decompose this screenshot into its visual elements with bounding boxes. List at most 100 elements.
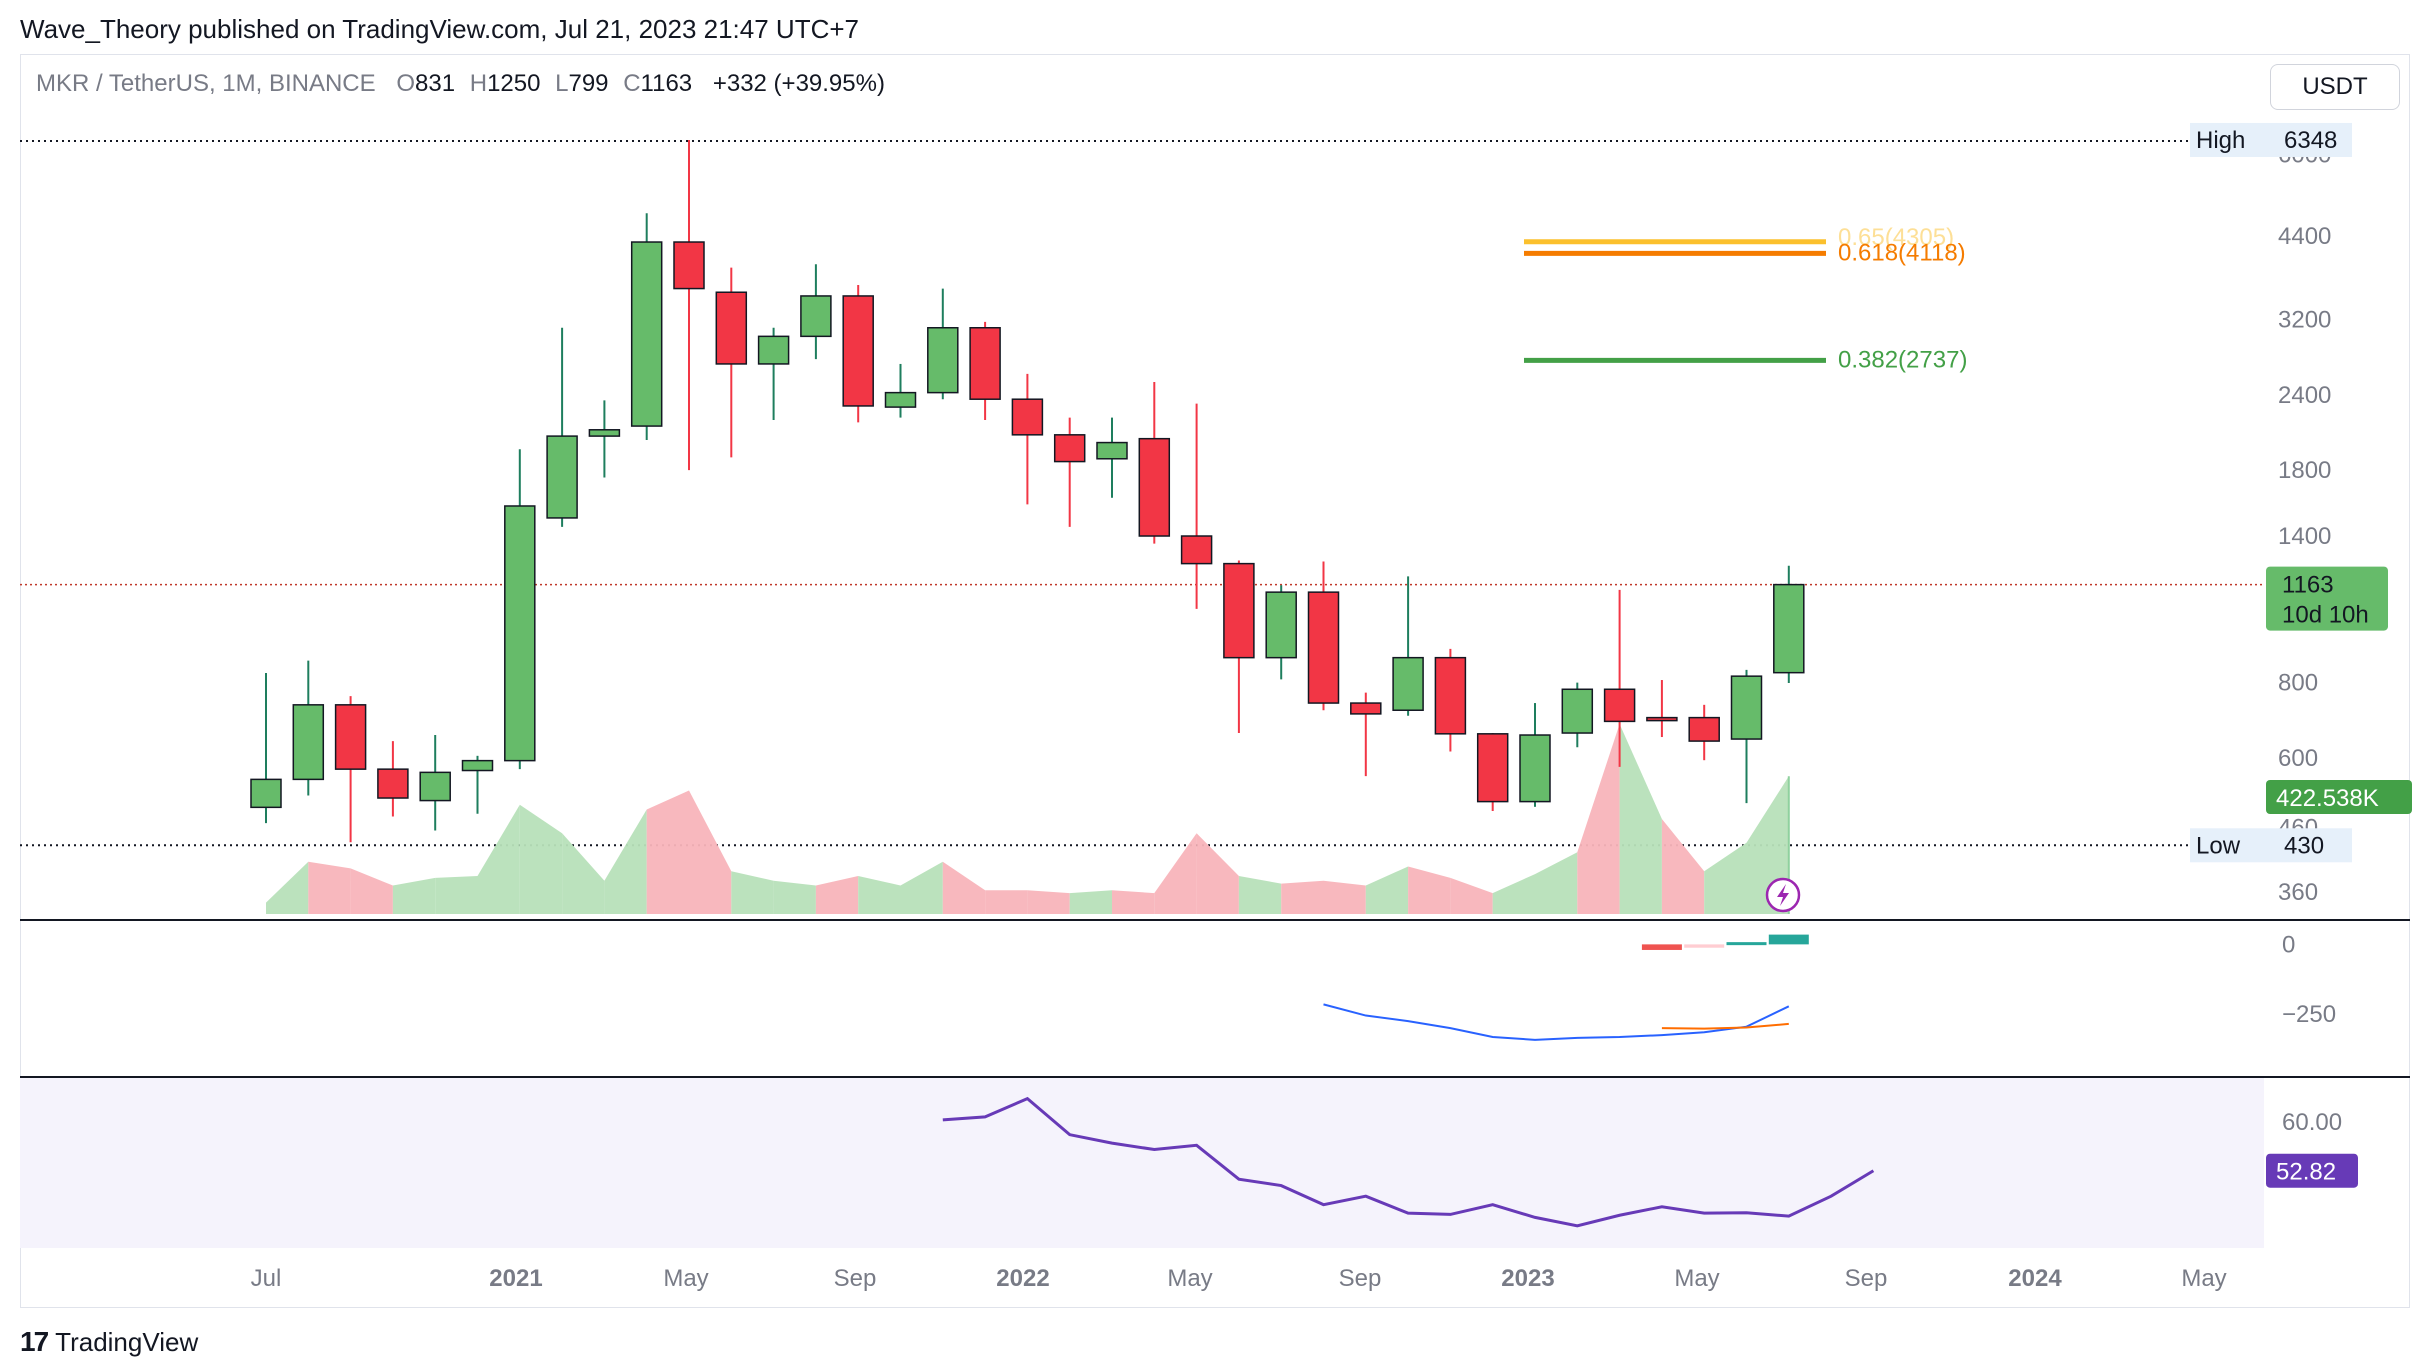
candle-body [1603,688,1636,723]
candle-body [673,241,705,290]
candle [1180,403,1213,609]
candle [334,696,367,843]
candle [1561,682,1594,748]
candle [504,449,536,770]
candle [461,755,494,814]
rsi-value: 52.82 [2276,1159,2336,1186]
time-axis-tick: Sep [834,1265,877,1292]
fib-level-label: 0.65(4305) [1838,224,1954,251]
candle [377,741,409,817]
volume-value-box [2266,780,2412,814]
volume-area-segment [562,833,605,914]
bar-countdown: 10d 10h [2282,602,2369,629]
candle [1350,692,1382,777]
tradingview-brand: TradingView [55,1326,199,1357]
low-value: 799 [568,70,609,97]
candle [884,363,917,418]
volume-area-segment [1112,890,1155,914]
high-value: 6348 [2284,127,2337,154]
candle [800,264,832,360]
price-axis-tick: 1800 [2278,457,2331,484]
volume-area-segment [1450,877,1493,914]
candle-body [292,704,325,781]
volume-area-segment [1704,842,1747,914]
candle-body [800,295,832,338]
candle [673,139,705,471]
candle [292,660,325,796]
high-label: H [469,70,488,97]
price-axis-tick: 360 [2278,879,2318,906]
candle [1223,560,1255,734]
time-axis-tick: May [2181,1265,2226,1292]
candle [419,735,451,831]
candle [842,284,874,423]
candle-body [1265,591,1297,659]
candle-body [504,505,536,762]
candle [250,672,282,824]
candle [927,288,959,400]
price-axis-tick: 1400 [2278,523,2331,550]
price-axis-tick: 600 [2278,745,2318,772]
volume-area-segment [1027,890,1070,914]
volume-area-segment [985,890,1028,914]
candle-body [1773,583,1805,674]
candle-body [842,295,874,407]
low-value: 430 [2284,832,2324,859]
price-axis-tick: 4400 [2278,223,2331,250]
candle-body [1688,716,1720,742]
volume-area-segment [1238,876,1282,914]
volume-area-segment [1323,880,1366,914]
candle-body [969,327,1001,400]
rsi-line [942,1096,1875,1228]
high-value: 1250 [487,70,541,97]
candle-body [715,291,748,365]
chart-frame [20,54,2410,1308]
tradingview-logo[interactable]: 17 TradingView [20,1326,198,1358]
candle [1519,703,1551,807]
volume-area-segment [519,804,563,914]
volume-area-segment [435,876,478,914]
currency-unit-button[interactable]: USDT [2270,64,2400,110]
lightning-glyph [1777,884,1789,906]
candle-body [1730,675,1763,740]
candle-body [1519,734,1551,803]
candle-body [1476,733,1509,803]
candle-body [757,335,790,365]
rsi-axis-tick: 60.00 [2282,1109,2342,1136]
candle-body [1434,656,1467,735]
volume-area-segment [1492,874,1535,914]
macd-line [1323,1003,1790,1041]
price-axis-tick: 2400 [2278,382,2331,409]
volume-area-segment [1535,852,1578,914]
candle-body [1053,434,1086,463]
volume-area-segment [1281,880,1324,914]
volume-area-segment [1196,833,1239,914]
candle-body [1392,656,1424,711]
volume-area-segment [815,876,859,914]
macd-axis-tick: 0 [2282,931,2295,958]
time-axis-tick: Sep [1339,1265,1382,1292]
candle-body [1223,562,1255,659]
candle-body [927,327,959,394]
open-value: 831 [415,70,456,97]
time-axis-tick: 2023 [1501,1265,1554,1292]
price-axis-tick: 800 [2278,670,2318,697]
time-axis-tick: May [1674,1265,1719,1292]
candle [1730,669,1763,804]
symbol-name[interactable]: MKR / TetherUS, 1M, BINANCE [36,70,376,97]
candle [1053,417,1086,527]
volume-area-segment [1069,890,1112,914]
candle-body [334,704,367,770]
candle [1773,565,1805,683]
last-price-label-box [2266,566,2388,631]
price-axis-tick: 3200 [2278,306,2331,333]
volume-area-segment [308,861,351,914]
time-axis-tick: 2024 [2008,1265,2062,1292]
volume-area-segment [1365,866,1409,914]
candle [1476,733,1509,812]
high-label-box [2190,122,2278,157]
fib-level-label: 0.618(4118) [1838,240,1966,267]
candle [546,327,578,527]
candle [715,267,748,458]
